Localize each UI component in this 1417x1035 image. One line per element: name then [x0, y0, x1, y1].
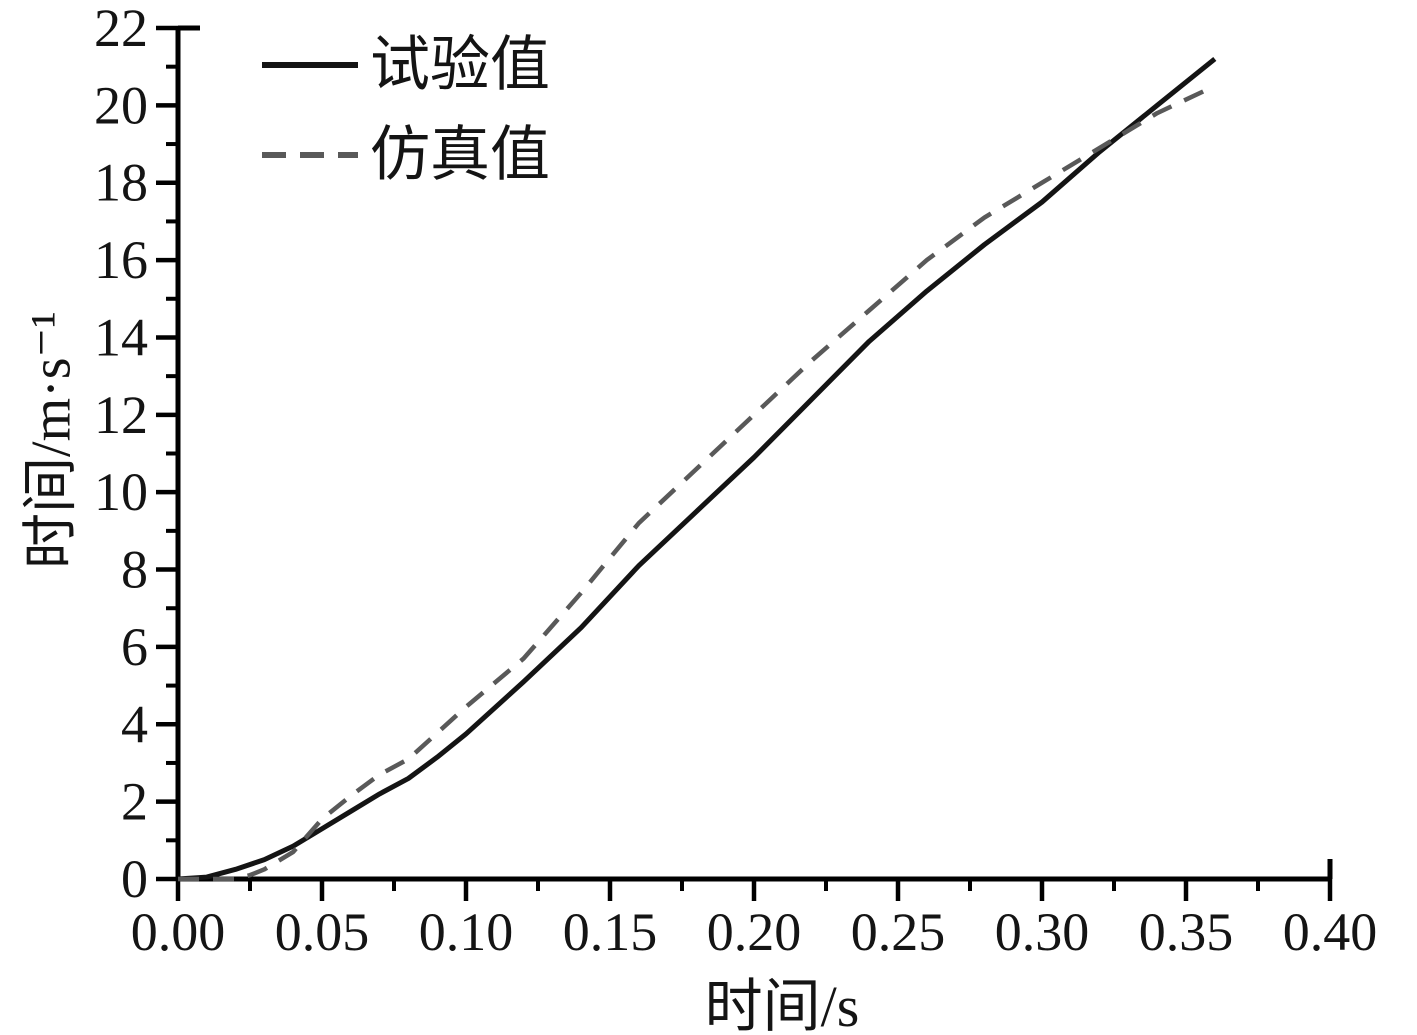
svg-text:0.35: 0.35 — [1139, 902, 1234, 962]
svg-text:14: 14 — [94, 307, 148, 367]
svg-text:0.10: 0.10 — [419, 902, 514, 962]
svg-text:10: 10 — [94, 462, 148, 522]
legend-label-experimental: 试验值 — [370, 32, 550, 98]
svg-text:20: 20 — [94, 75, 148, 135]
svg-text:6: 6 — [121, 617, 148, 677]
svg-text:12: 12 — [94, 385, 148, 445]
y-axis-title: 时间/m·s⁻¹ — [20, 311, 83, 569]
svg-text:0.30: 0.30 — [995, 902, 1090, 962]
dashed-line-icon — [262, 152, 358, 158]
legend-item-simulation: 仿真值 — [258, 114, 550, 196]
legend-label-simulation: 仿真值 — [370, 122, 550, 188]
svg-text:0.15: 0.15 — [563, 902, 658, 962]
svg-text:22: 22 — [94, 0, 148, 58]
svg-text:0.40: 0.40 — [1283, 902, 1378, 962]
legend: 试验值 仿真值 — [258, 24, 550, 196]
svg-text:0: 0 — [121, 849, 148, 909]
svg-text:4: 4 — [121, 694, 148, 754]
svg-text:0.25: 0.25 — [851, 902, 946, 962]
svg-text:0.20: 0.20 — [707, 902, 802, 962]
svg-text:16: 16 — [94, 230, 148, 290]
svg-text:18: 18 — [94, 153, 148, 213]
x-axis-title: 时间/s — [704, 974, 860, 1035]
legend-item-experimental: 试验值 — [258, 24, 550, 106]
svg-text:2: 2 — [121, 772, 148, 832]
svg-text:0.05: 0.05 — [275, 902, 370, 962]
svg-text:8: 8 — [121, 540, 148, 600]
solid-line-icon — [262, 62, 358, 68]
svg-text:0.00: 0.00 — [131, 902, 226, 962]
